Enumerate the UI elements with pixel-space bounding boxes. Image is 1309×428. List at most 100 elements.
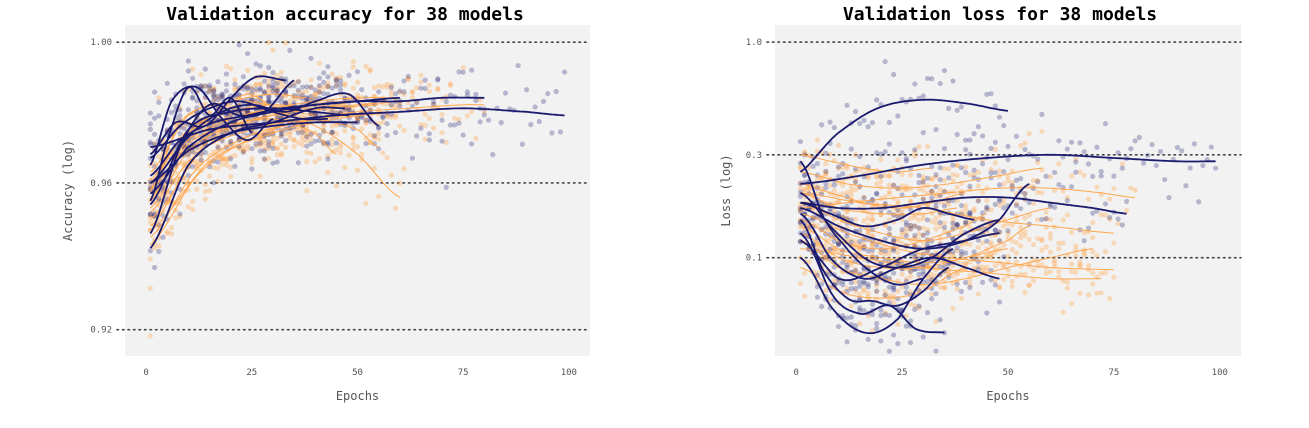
data-point xyxy=(215,159,221,165)
data-point xyxy=(916,271,922,277)
data-point xyxy=(308,131,314,138)
data-point xyxy=(1081,230,1087,236)
data-point xyxy=(333,147,339,153)
data-point xyxy=(376,136,382,142)
data-point xyxy=(342,96,348,102)
data-point xyxy=(823,169,829,175)
data-point xyxy=(1208,144,1214,150)
data-point xyxy=(827,182,833,189)
data-point xyxy=(903,225,909,231)
data-point xyxy=(350,134,356,140)
data-point xyxy=(840,182,846,188)
data-point xyxy=(920,181,926,187)
model-curve-highlight xyxy=(799,247,954,335)
data-point xyxy=(228,138,234,145)
data-point xyxy=(299,92,306,98)
data-point xyxy=(848,146,854,152)
data-point xyxy=(274,86,280,92)
data-point xyxy=(933,226,939,232)
data-point xyxy=(988,240,994,246)
data-point xyxy=(173,215,179,221)
data-point xyxy=(422,136,428,142)
data-point xyxy=(797,185,804,191)
data-point xyxy=(325,74,331,80)
data-point xyxy=(549,130,555,136)
x-axis-label: Epochs xyxy=(336,389,379,403)
data-point xyxy=(916,287,922,293)
data-point xyxy=(950,78,956,84)
data-point xyxy=(797,138,804,145)
data-point xyxy=(147,110,153,116)
data-point xyxy=(874,277,880,283)
data-point xyxy=(941,145,948,152)
data-point xyxy=(979,240,986,246)
data-point xyxy=(937,165,943,171)
data-point xyxy=(895,157,901,163)
data-point xyxy=(882,292,888,298)
data-point xyxy=(1068,229,1075,236)
data-point xyxy=(384,154,390,161)
data-point xyxy=(147,256,153,262)
data-point xyxy=(840,171,846,177)
data-point xyxy=(878,178,884,185)
model-curve-other xyxy=(800,187,1136,209)
data-point xyxy=(1191,141,1197,147)
data-point xyxy=(1102,212,1109,218)
data-point xyxy=(912,243,918,249)
data-point xyxy=(430,101,437,107)
data-point xyxy=(1035,177,1041,184)
data-point xyxy=(895,288,901,294)
data-point xyxy=(1094,252,1100,259)
data-point xyxy=(363,63,369,70)
data-point xyxy=(1111,185,1117,192)
data-point xyxy=(190,206,196,212)
data-point xyxy=(1013,239,1020,246)
data-point xyxy=(869,251,876,257)
data-point xyxy=(1064,279,1070,285)
data-point xyxy=(971,131,977,137)
data-point xyxy=(430,125,437,131)
data-point xyxy=(1018,243,1024,249)
data-point xyxy=(401,127,407,134)
data-point xyxy=(967,224,973,230)
data-point xyxy=(266,143,272,149)
data-point xyxy=(206,188,213,194)
data-point xyxy=(814,272,820,279)
data-point xyxy=(295,140,301,146)
data-point xyxy=(253,82,259,88)
data-point xyxy=(874,173,880,179)
data-point xyxy=(333,83,339,89)
data-point xyxy=(979,264,986,270)
data-point xyxy=(376,193,382,200)
data-point xyxy=(291,143,297,150)
model-curve-highlight xyxy=(800,196,1127,215)
chart-loss: Validation loss for 38 models 0.1 0.3 1.0 0 2… xyxy=(719,4,1242,403)
data-point xyxy=(844,315,850,321)
data-point xyxy=(384,84,390,90)
data-point xyxy=(185,68,192,74)
data-point xyxy=(891,71,897,78)
data-point xyxy=(274,87,280,93)
data-point xyxy=(891,270,897,276)
data-point xyxy=(350,141,356,147)
data-point xyxy=(924,227,931,233)
data-point xyxy=(460,65,466,71)
data-point xyxy=(473,97,479,104)
data-point xyxy=(223,162,230,168)
data-point xyxy=(802,270,808,276)
data-point xyxy=(257,148,263,154)
data-point xyxy=(903,186,909,192)
data-point xyxy=(1107,196,1113,202)
data-point xyxy=(886,312,892,319)
data-point xyxy=(147,182,153,188)
data-point xyxy=(831,124,837,131)
data-point xyxy=(971,249,977,255)
data-point xyxy=(916,144,922,150)
data-point xyxy=(151,89,158,95)
model-curve-highlight xyxy=(799,219,950,307)
data-point xyxy=(1052,187,1058,193)
data-point xyxy=(996,182,1003,188)
data-point xyxy=(316,89,323,95)
data-point xyxy=(797,193,804,199)
data-point xyxy=(1039,262,1045,268)
